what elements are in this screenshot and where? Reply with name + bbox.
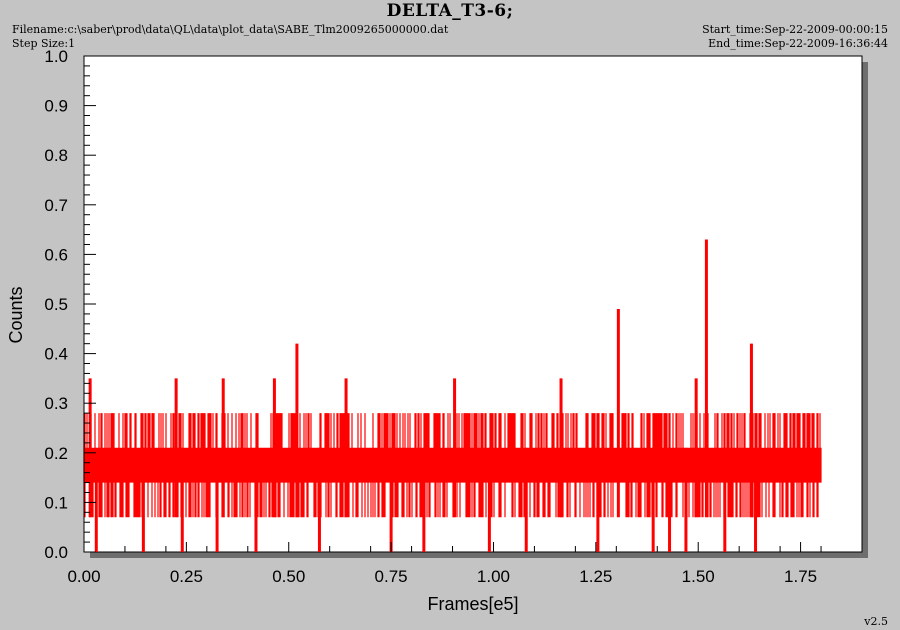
x-tick-label-1: 0.25 xyxy=(170,567,203,586)
end-time-label: End_time:Sep-22-2009-16:36:44 xyxy=(708,37,888,50)
start-time-label: Start_time:Sep-22-2009-00:00:15 xyxy=(702,23,888,36)
x-axis-title: Frames[e5] xyxy=(427,594,518,614)
x-tick-label-4: 1.00 xyxy=(477,567,510,586)
y-tick-label-4: 0.4 xyxy=(44,345,68,364)
y-tick-label-10: 1.0 xyxy=(44,47,68,66)
y-axis-title: Counts xyxy=(6,286,26,343)
y-tick-label-8: 0.8 xyxy=(44,146,68,165)
step-size-label: Step Size:1 xyxy=(12,37,76,50)
y-tick-label-3: 0.3 xyxy=(44,394,68,413)
series-layer xyxy=(83,239,822,552)
version-label: v2.5 xyxy=(864,615,888,628)
axis-layer: 0.0 0.1 0.2 0.3 0.4 0.5 0.6 0.7 0.8 0.9 1.0 0.00 0.2… xyxy=(44,47,822,586)
y-tick-label-7: 0.7 xyxy=(44,196,68,215)
x-tick-label-6: 1.50 xyxy=(682,567,715,586)
y-tick-label-1: 0.1 xyxy=(44,493,68,512)
x-tick-label-7: 1.75 xyxy=(784,567,817,586)
filename-label: Filename:c:\saber\prod\data\QL\data\plot… xyxy=(12,23,449,36)
y-tick-label-0: 0.0 xyxy=(44,543,68,562)
chart-title: DELTA_T3-6; xyxy=(386,1,514,21)
x-tick-label-3: 0.75 xyxy=(375,567,408,586)
y-tick-label-9: 0.9 xyxy=(44,97,68,116)
x-tick-label-2: 0.50 xyxy=(272,567,305,586)
y-tick-label-2: 0.2 xyxy=(44,444,68,463)
y-tick-label-5: 0.5 xyxy=(44,295,68,314)
y-tick-label-6: 0.6 xyxy=(44,245,68,264)
x-tick-label-0: 0.00 xyxy=(67,567,100,586)
x-tick-label-5: 1.25 xyxy=(579,567,612,586)
